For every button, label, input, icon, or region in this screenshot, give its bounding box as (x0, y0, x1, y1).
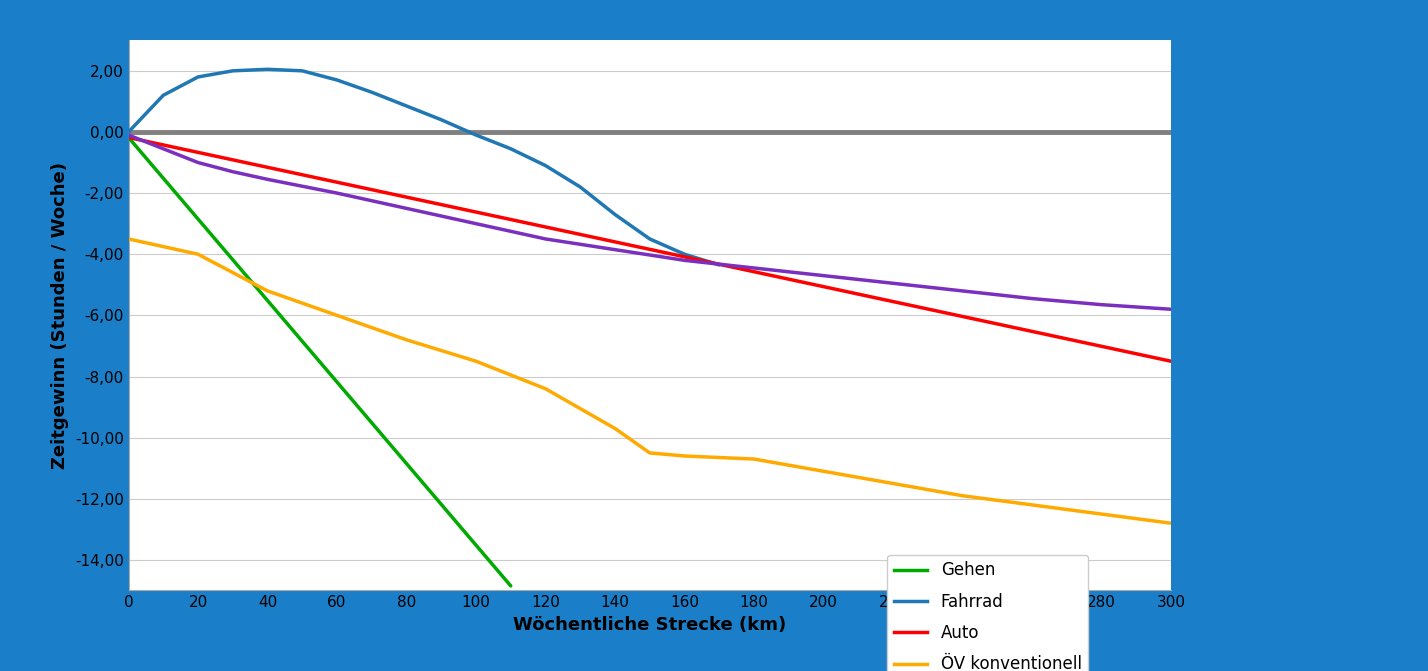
Legend: Gehen, Fahrrad, Auto, ÖV konventionell, ÖV gut: Gehen, Fahrrad, Auto, ÖV konventionell, … (887, 555, 1088, 671)
Y-axis label: Zeitgewinn (Stunden / Woche): Zeitgewinn (Stunden / Woche) (51, 162, 69, 469)
X-axis label: Wöchentliche Strecke (km): Wöchentliche Strecke (km) (513, 616, 787, 634)
